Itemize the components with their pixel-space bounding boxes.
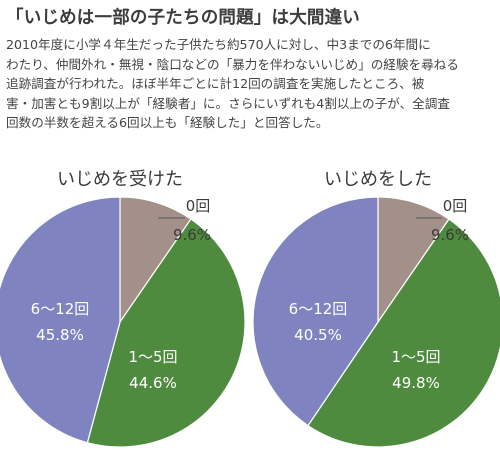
description-line: 2010年度に小学４年生だった子供たち約570人に対し、中3までの6年間に <box>6 37 431 52</box>
chart-title: いじめをした <box>324 169 432 190</box>
slice-value-label: 9.6% <box>173 226 211 244</box>
slice-label: 1〜5回 <box>391 348 440 366</box>
description-line: 回数の半数を超える6回以上も「経験した」と回答した。 <box>6 115 329 130</box>
slice-value-label: 49.8% <box>392 374 440 392</box>
slice-label: 0回 <box>443 197 468 215</box>
pie-slice <box>119 196 192 324</box>
pie-slice <box>0 196 121 444</box>
pie-chart: いじめをした 0回 9.6% 1〜5回 49.8% 6〜12回 40.5% <box>252 169 500 448</box>
pie-slice <box>86 218 246 448</box>
description-line: 害・加害とも9割以上が「経験者」に。さらにいずれも4割以上の子が、全調査 <box>6 95 450 111</box>
slice-value-label: 40.5% <box>294 326 342 344</box>
chart-title: いじめを受けた <box>57 169 183 190</box>
headline: 「いじめは一部の子たちの問題」は大間違い <box>6 8 360 28</box>
slice-value-label: 45.8% <box>36 326 84 344</box>
pie-slice <box>377 196 450 324</box>
pie-slice <box>307 218 500 448</box>
slice-label: 0回 <box>186 197 211 215</box>
slice-label: 6〜12回 <box>289 300 348 318</box>
slice-value-label: 44.6% <box>129 374 177 392</box>
description-line: わたり、仲間外れ・無視・陰口などの「暴力を伴わないいじめ」の経験を尋ねる <box>6 56 459 72</box>
pie-slice <box>252 196 379 427</box>
description-line: 追跡調査が行われた。ほぼ半年ごとに計12回の調査を実施したところ、被 <box>6 76 425 91</box>
slice-label: 6〜12回 <box>31 300 90 318</box>
slice-label: 1〜5回 <box>128 348 177 366</box>
description: 2010年度に小学４年生だった子供たち約570人に対し、中3までの6年間に わた… <box>6 35 496 133</box>
slice-value-label: 9.6% <box>431 226 469 244</box>
